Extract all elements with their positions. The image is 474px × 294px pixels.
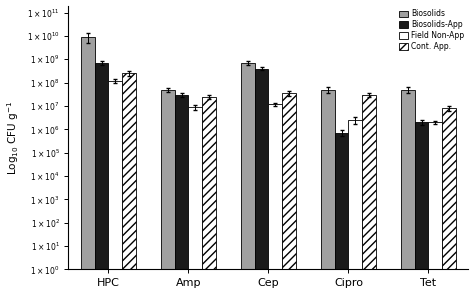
- Bar: [189, 107, 202, 269]
- Y-axis label: Log$_{10}$ CFU g$^{-1}$: Log$_{10}$ CFU g$^{-1}$: [6, 100, 21, 175]
- Bar: [175, 95, 189, 269]
- Bar: [95, 63, 109, 269]
- Bar: [202, 97, 216, 269]
- Bar: [122, 73, 136, 269]
- Bar: [81, 37, 95, 269]
- Bar: [255, 69, 268, 269]
- Bar: [161, 90, 175, 269]
- Bar: [109, 81, 122, 269]
- Bar: [321, 90, 335, 269]
- Bar: [362, 95, 376, 269]
- Bar: [401, 90, 415, 269]
- Bar: [241, 63, 255, 269]
- Bar: [282, 93, 296, 269]
- Legend: Biosolids, Biosolids-App, Field Non-App, Cont. App.: Biosolids, Biosolids-App, Field Non-App,…: [399, 9, 465, 51]
- Bar: [428, 122, 442, 269]
- Bar: [335, 133, 348, 269]
- Bar: [442, 108, 456, 269]
- Bar: [268, 104, 282, 269]
- Bar: [415, 122, 428, 269]
- Bar: [348, 120, 362, 269]
